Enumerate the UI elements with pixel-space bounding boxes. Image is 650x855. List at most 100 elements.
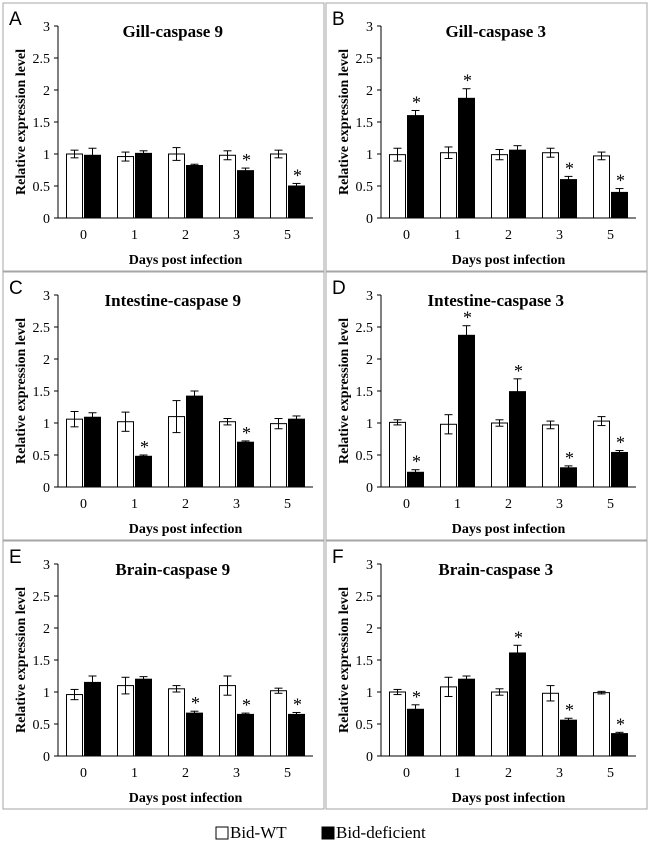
x-tick-label: 2 (182, 766, 189, 781)
y-axis-title: Relative expression level (337, 49, 352, 195)
y-axis-title: Relative expression level (337, 587, 352, 733)
y-tick-label: 1.5 (33, 385, 51, 400)
chart-title: Intestine-caspase 9 (105, 291, 241, 310)
bar-bid-wt (593, 155, 610, 219)
y-axis-title: Relative expression level (337, 318, 352, 464)
y-tick-label: 3 (43, 289, 50, 304)
x-tick-label: 3 (556, 228, 563, 243)
bar-bid-deficient (288, 418, 305, 488)
x-tick-label: 0 (403, 497, 410, 512)
panel-letter: E (9, 547, 22, 568)
y-tick-label: 0 (366, 212, 373, 227)
y-tick-label: 1.5 (33, 116, 51, 131)
bar-bid-deficient (458, 678, 475, 757)
significance-star: * (565, 700, 574, 720)
bar-bid-wt (66, 694, 83, 757)
x-axis-title: Days post infection (129, 522, 243, 537)
x-tick-label: 3 (233, 766, 240, 781)
bar-bid-wt (219, 685, 236, 757)
panel-letter: B (332, 9, 345, 30)
y-tick-label: 0 (366, 750, 373, 765)
y-tick-label: 3 (366, 558, 373, 573)
significance-star: * (514, 627, 523, 647)
significance-star: * (616, 171, 625, 191)
chart-title: Brain-caspase 3 (438, 560, 553, 579)
y-tick-label: 3 (366, 289, 373, 304)
x-axis-title: Days post infection (452, 522, 566, 537)
significance-star: * (191, 693, 200, 713)
y-tick-label: 2.5 (33, 321, 51, 336)
x-tick-label: 3 (556, 497, 563, 512)
y-tick-label: 2.5 (356, 52, 374, 67)
bar-bid-deficient (509, 149, 526, 219)
bar-bid-deficient (186, 395, 203, 488)
legend-swatch-bid-deficient (321, 826, 335, 840)
y-tick-label: 2 (43, 622, 50, 637)
panel-letter: C (9, 278, 23, 299)
bar-bid-wt (389, 691, 406, 757)
x-tick-label: 1 (454, 228, 461, 243)
bar-bid-wt (168, 688, 185, 757)
x-axis-title: Days post infection (452, 253, 566, 268)
chart-panel-a: A Gill-caspase 9 0 0.5 1 1.5 2 2.5 3 Relative exp… (2, 2, 325, 272)
panel-frame (325, 271, 648, 541)
bar-bid-wt (491, 422, 508, 488)
y-axis-title: Relative expression level (14, 318, 29, 464)
x-tick-label: 2 (505, 497, 512, 512)
y-tick-label: 1.5 (356, 116, 374, 131)
x-tick-label: 1 (454, 497, 461, 512)
y-tick-label: 1.5 (356, 654, 374, 669)
bar-bid-wt (270, 423, 287, 488)
bar-bid-wt (389, 421, 406, 488)
legend: Bid-WT Bid-deficient (215, 823, 426, 842)
y-tick-label: 2 (366, 622, 373, 637)
x-tick-label: 1 (131, 228, 138, 243)
y-axis-title: Relative expression level (14, 587, 29, 733)
bar-bid-deficient (84, 416, 101, 488)
panel-letter: D (332, 278, 346, 299)
y-axis-title: Relative expression level (14, 49, 29, 195)
bar-bid-wt (219, 154, 236, 219)
bar-bid-wt (491, 691, 508, 757)
bar-bid-deficient (186, 712, 203, 757)
chart-panel-c: C Intestine-caspase 9 0 0.5 1 1.5 2 2.5 3 Relativ… (2, 271, 325, 541)
bar-bid-wt (542, 152, 559, 219)
significance-star: * (242, 423, 251, 443)
bar-bid-deficient (611, 451, 628, 488)
y-tick-label: 2 (366, 84, 373, 99)
significance-star: * (242, 150, 251, 170)
chart-panel-f: F Brain-caspase 3 0 0.5 1 1.5 2 2.5 3 Relative ex… (325, 540, 648, 810)
legend-swatch-bid-wt (215, 826, 229, 840)
bar-bid-deficient (560, 719, 577, 757)
y-tick-label: 2.5 (33, 590, 51, 605)
y-tick-label: 2 (43, 353, 50, 368)
y-tick-label: 1 (366, 686, 373, 701)
bar-bid-deficient (237, 713, 254, 757)
y-tick-label: 3 (43, 558, 50, 573)
y-tick-label: 0.5 (33, 180, 51, 195)
x-tick-label: 0 (80, 497, 87, 512)
significance-star: * (463, 71, 472, 91)
significance-star: * (616, 714, 625, 734)
significance-star: * (293, 694, 302, 714)
bar-bid-deficient (237, 441, 254, 488)
chart-panel-d: D Intestine-caspase 3 0 0.5 1 1.5 2 2.5 3 Relativ… (325, 271, 648, 541)
y-tick-label: 1 (366, 417, 373, 432)
x-tick-label: 2 (505, 766, 512, 781)
y-tick-label: 0 (43, 212, 50, 227)
significance-star: * (412, 687, 421, 707)
y-tick-label: 2.5 (356, 590, 374, 605)
y-tick-label: 3 (366, 20, 373, 35)
bar-bid-deficient (84, 681, 101, 757)
significance-star: * (565, 158, 574, 178)
significance-star: * (293, 165, 302, 185)
x-axis-title: Days post infection (129, 253, 243, 268)
chart-title: Gill-caspase 3 (445, 22, 546, 41)
significance-star: * (140, 437, 149, 457)
x-tick-label: 2 (182, 228, 189, 243)
x-tick-label: 5 (607, 228, 614, 243)
panel-frame (2, 540, 325, 810)
x-tick-label: 3 (233, 497, 240, 512)
bar-bid-wt (593, 420, 610, 488)
